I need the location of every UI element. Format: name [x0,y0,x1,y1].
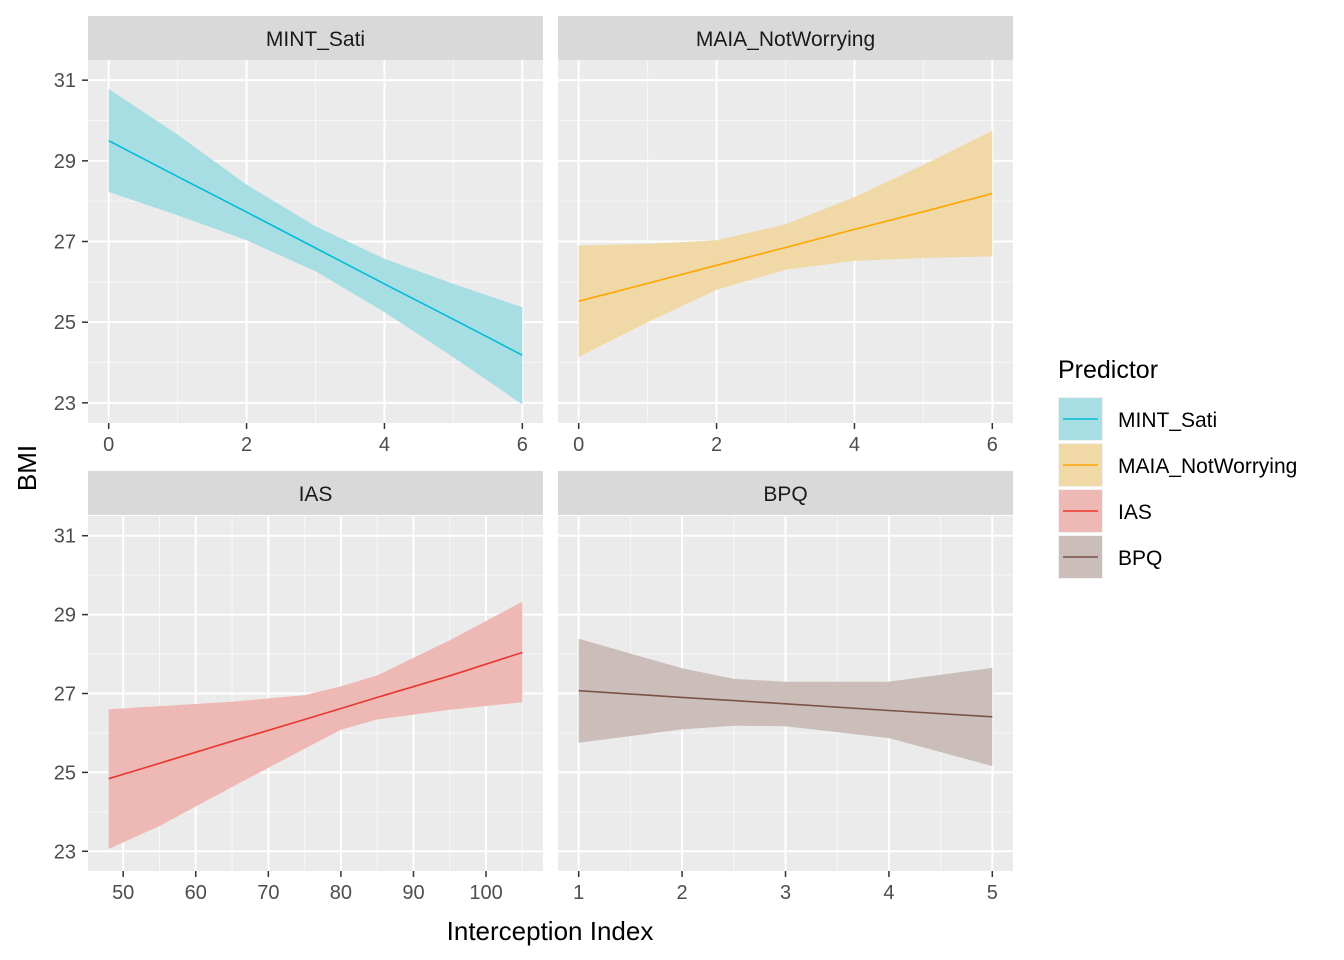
facet-strip-label: IAS [299,483,333,506]
facet-strip [88,471,543,515]
y-tick-label: 27 [54,232,76,254]
x-tick-label: 6 [517,434,528,456]
confidence-ribbon [108,89,523,405]
x-tick-label: 50 [112,882,134,904]
legend-item-ias: IAS [1058,489,1152,533]
confidence-ribbon [578,130,993,357]
x-tick-label: 60 [185,882,207,904]
fitted-line [108,139,523,356]
y-tick-label: 27 [54,684,76,706]
panel-mint_sati: MINT_Sati 23 25 27 29 31 0 2 4 6 [54,16,543,456]
y-tick-label: 25 [54,312,76,334]
facet-strip-label: MINT_Sati [266,28,365,51]
panel-ias: IAS 23 25 27 29 31 50 60 70 80 90 100 [54,471,543,904]
facet-strip-label: MAIA_NotWorrying [696,28,875,51]
y-tick-label: 23 [54,841,76,863]
x-tick-label: 5 [987,882,998,904]
x-tick-label: 90 [402,882,424,904]
x-tick-label: 6 [987,434,998,456]
x-tick-label: 2 [241,434,252,456]
legend: Predictor MINT_Sati MAIA_NotWorrying IAS BP… [1058,356,1297,579]
confidence-ribbon [578,638,993,767]
y-tick-label: 31 [54,70,76,92]
legend-item-label: MAIA_NotWorrying [1118,455,1297,478]
x-tick-label: 1 [573,882,584,904]
x-tick-label: 2 [711,434,722,456]
x-tick-label: 2 [677,882,688,904]
legend-item-label: MINT_Sati [1118,409,1217,432]
x-tick-label: 4 [849,434,860,456]
y-tick-label: 29 [54,605,76,627]
x-tick-label: 0 [573,434,584,456]
facet-strip [88,16,543,60]
facet-strip [558,471,1013,515]
legend-item-label: BPQ [1118,547,1162,570]
x-tick-label: 3 [780,882,791,904]
x-tick-label: 4 [379,434,390,456]
legend-item-bpq: BPQ [1058,535,1162,579]
x-tick-label: 80 [330,882,352,904]
legend-item-label: IAS [1118,501,1152,524]
y-axis-title: BMI [12,445,42,491]
legend-item-maia_notworrying: MAIA_NotWorrying [1058,443,1297,487]
fitted-line [578,192,993,302]
x-tick-label: 4 [883,882,894,904]
fitted-line [108,651,523,780]
y-tick-label: 31 [54,526,76,548]
y-tick-label: 25 [54,762,76,784]
confidence-ribbon [108,601,523,849]
legend-title: Predictor [1058,356,1158,384]
panel-maia_notworrying: MAIA_NotWorrying 0 2 4 6 [558,16,1013,456]
facet-strip [558,16,1013,60]
fitted-line [578,689,993,718]
panel-bpq: BPQ 1 2 3 4 5 [558,471,1013,904]
facet-strip-label: BPQ [763,483,807,506]
x-tick-label: 70 [257,882,279,904]
x-axis-title: Interception Index [447,916,654,946]
legend-item-mint_sati: MINT_Sati [1058,397,1217,441]
y-tick-label: 23 [54,393,76,415]
y-tick-label: 29 [54,151,76,173]
x-tick-label: 100 [469,882,502,904]
x-tick-label: 0 [103,434,114,456]
